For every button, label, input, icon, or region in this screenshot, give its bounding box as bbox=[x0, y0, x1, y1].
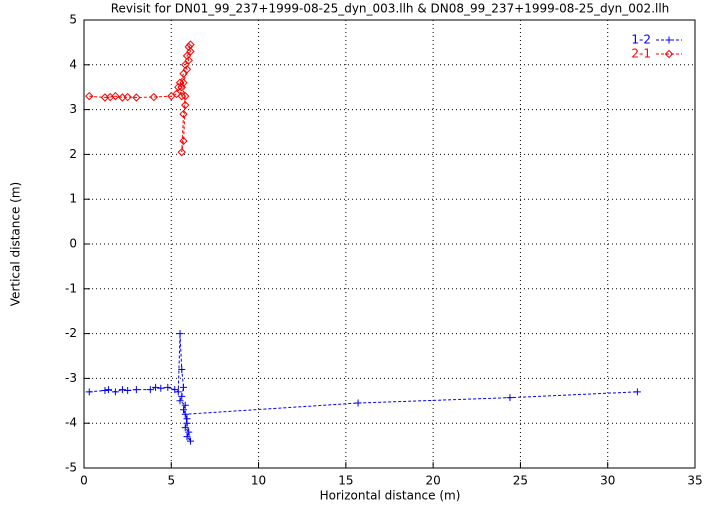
y-tick-label: -3 bbox=[65, 371, 77, 385]
chart-title: Revisit for DN01_99_237+1999-08-25_dyn_0… bbox=[111, 2, 670, 16]
y-tick-label: 1 bbox=[69, 192, 77, 206]
marker bbox=[179, 78, 188, 87]
marker bbox=[172, 89, 181, 99]
legend-label: 2-1 bbox=[631, 47, 651, 61]
marker bbox=[181, 424, 189, 432]
x-tick-label: 35 bbox=[687, 474, 702, 488]
marker bbox=[179, 69, 188, 78]
y-tick-label: -4 bbox=[65, 416, 77, 430]
x-tick-label: 5 bbox=[167, 474, 175, 488]
marker bbox=[177, 91, 186, 101]
marker bbox=[182, 51, 192, 61]
marker bbox=[179, 136, 188, 146]
marker bbox=[183, 419, 191, 427]
marker bbox=[181, 60, 190, 70]
y-tick-label: 5 bbox=[69, 13, 77, 27]
marker bbox=[178, 392, 186, 400]
marker bbox=[181, 91, 190, 101]
legend-marker bbox=[665, 36, 673, 44]
marker bbox=[185, 428, 193, 436]
marker bbox=[152, 383, 160, 391]
marker bbox=[184, 42, 193, 52]
marker bbox=[111, 91, 120, 101]
marker bbox=[180, 383, 188, 391]
marker bbox=[149, 92, 159, 102]
y-tick-label: -5 bbox=[65, 461, 77, 475]
marker bbox=[85, 91, 94, 101]
series-line bbox=[89, 44, 192, 153]
x-tick-label: 0 bbox=[80, 474, 88, 488]
plot-frame bbox=[83, 19, 696, 469]
x-tick-label: 15 bbox=[338, 474, 353, 488]
marker bbox=[164, 383, 172, 391]
y-tick-label: 2 bbox=[69, 147, 77, 161]
x-tick-label: 30 bbox=[600, 474, 615, 488]
marker bbox=[146, 386, 154, 394]
marker bbox=[175, 78, 185, 87]
marker bbox=[180, 406, 188, 414]
marker bbox=[174, 388, 182, 396]
marker bbox=[183, 433, 191, 441]
marker bbox=[132, 386, 140, 394]
series-line bbox=[89, 333, 638, 442]
y-tick-label: 0 bbox=[69, 237, 77, 251]
marker bbox=[132, 93, 141, 102]
marker bbox=[633, 388, 641, 396]
y-axis-label: Vertical distance (m) bbox=[9, 182, 23, 306]
marker bbox=[157, 384, 165, 392]
marker bbox=[177, 147, 186, 157]
marker bbox=[354, 399, 362, 407]
y-tick-label: 4 bbox=[69, 57, 77, 71]
y-tick-label: 3 bbox=[69, 102, 77, 116]
marker bbox=[176, 330, 184, 338]
marker bbox=[181, 100, 190, 110]
marker bbox=[118, 386, 126, 394]
y-tick-label: -1 bbox=[65, 281, 77, 295]
marker bbox=[111, 388, 119, 396]
x-tick-label: 20 bbox=[426, 474, 441, 488]
marker bbox=[85, 388, 93, 396]
x-tick-label: 25 bbox=[513, 474, 528, 488]
legend-label: 1-2 bbox=[631, 33, 651, 47]
marker bbox=[186, 437, 194, 445]
marker bbox=[101, 386, 109, 394]
marker bbox=[123, 92, 132, 102]
marker bbox=[179, 109, 188, 119]
y-tick-label: -2 bbox=[65, 326, 77, 340]
marker bbox=[181, 401, 189, 409]
marker bbox=[104, 386, 112, 394]
marker bbox=[186, 40, 195, 49]
marker bbox=[124, 386, 132, 394]
marker bbox=[178, 365, 186, 373]
marker bbox=[176, 397, 184, 405]
marker bbox=[181, 410, 189, 418]
x-tick-label: 10 bbox=[251, 474, 266, 488]
marker bbox=[506, 394, 514, 402]
legend-marker bbox=[664, 49, 674, 59]
x-axis-label: Horizontal distance (m) bbox=[320, 489, 461, 503]
